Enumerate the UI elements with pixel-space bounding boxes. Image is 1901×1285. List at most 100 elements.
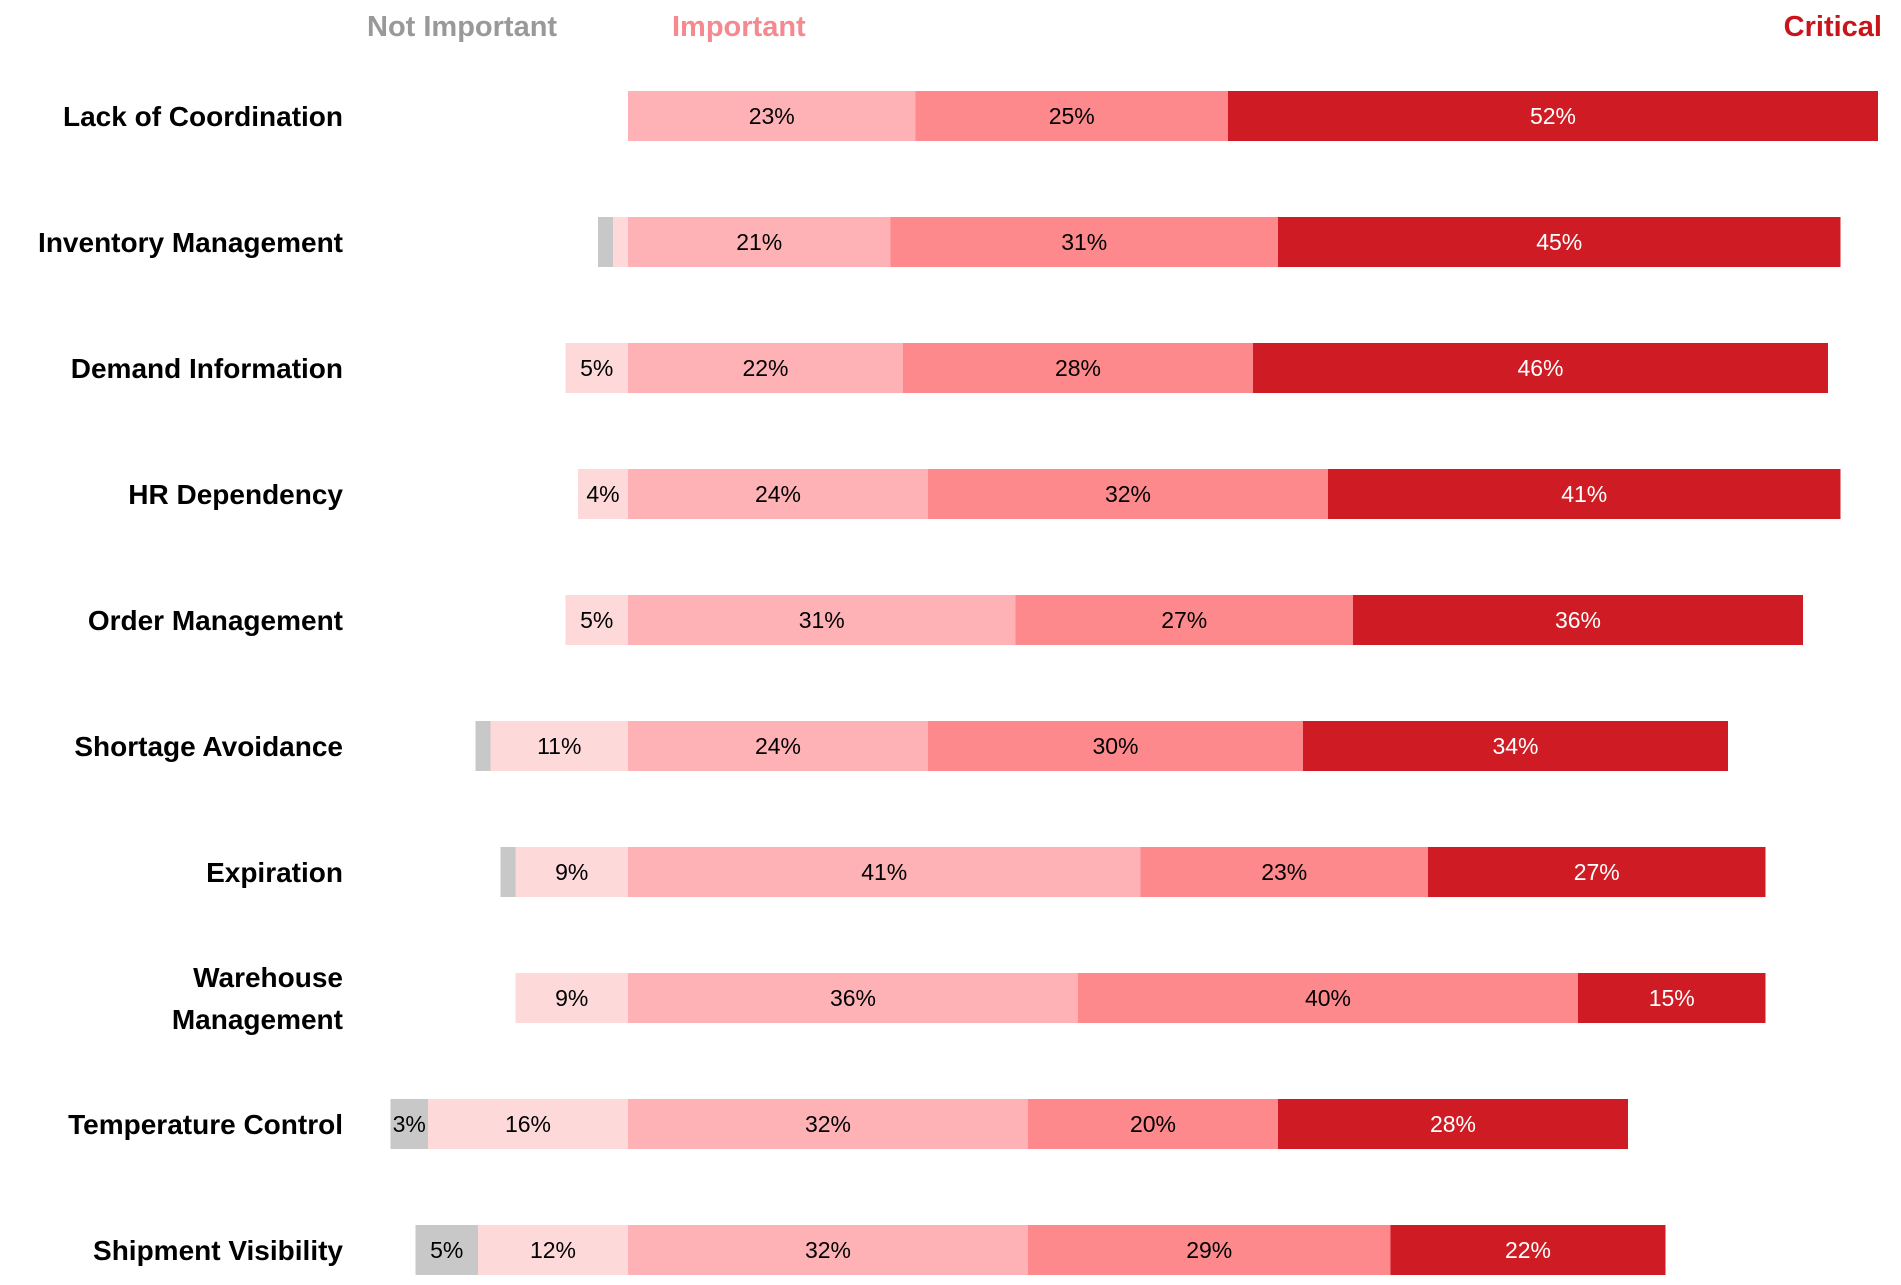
bar-segment: [613, 217, 628, 267]
bar-segment: [1140, 847, 1428, 897]
bar-segment: [565, 595, 628, 645]
value-label: 9%: [555, 859, 588, 885]
category-label: Management: [172, 1004, 343, 1035]
value-label: 20%: [1130, 1111, 1176, 1137]
value-label: 34%: [1492, 733, 1538, 759]
value-label: 52%: [1530, 103, 1576, 129]
legend-header-2: Critical: [1784, 11, 1882, 43]
value-label: 29%: [1186, 1237, 1232, 1263]
bar-segment: [1578, 973, 1766, 1023]
value-label: 45%: [1536, 229, 1582, 255]
category-labels: Lack of Coordination Inventory Management…: [38, 101, 343, 1266]
category-label: Inventory Management: [38, 227, 343, 258]
bar-segment: [500, 847, 516, 897]
value-label: 25%: [1049, 103, 1095, 129]
bar-segment: [490, 721, 628, 771]
bar-segment: [1428, 847, 1766, 897]
value-label: 21%: [736, 229, 782, 255]
bar-segment: [928, 721, 1303, 771]
value-label: 5%: [580, 355, 613, 381]
value-label: 30%: [1092, 733, 1138, 759]
bar-segment: [478, 1225, 628, 1275]
bar-segment: [628, 91, 916, 141]
value-label: 31%: [799, 607, 845, 633]
bar-segment: [915, 91, 1228, 141]
bar-segment: [1303, 721, 1728, 771]
value-label: 31%: [1061, 229, 1107, 255]
value-label: 15%: [1649, 985, 1695, 1011]
bar-segment: [428, 1099, 628, 1149]
value-label: 5%: [430, 1237, 463, 1263]
bar-segments: [390, 91, 1878, 1275]
bar-segment: [628, 343, 903, 393]
bar-segment: [628, 847, 1141, 897]
value-label: 11%: [537, 733, 581, 759]
value-label: 36%: [1555, 607, 1601, 633]
bar-segment: [1028, 1225, 1391, 1275]
value-label: 9%: [555, 985, 588, 1011]
value-label: 22%: [742, 355, 788, 381]
value-label: 41%: [861, 859, 907, 885]
bar-segment: [475, 721, 491, 771]
bar-segment: [1278, 1099, 1628, 1149]
value-label: 32%: [805, 1111, 851, 1137]
value-labels: 23% 25% 52% 21% 31% 45% 5% 22% 28% 46% 4% 24% 32% 41%…: [393, 103, 1695, 1263]
bar-segment: [390, 1099, 428, 1149]
value-label: 28%: [1430, 1111, 1476, 1137]
bar-segment: [903, 343, 1253, 393]
bar-segment: [1353, 595, 1803, 645]
value-label: 24%: [755, 733, 801, 759]
value-label: 12%: [530, 1237, 576, 1263]
value-label: 16%: [505, 1111, 551, 1137]
bar-segment: [890, 217, 1278, 267]
bar-segment: [1328, 469, 1841, 519]
bar-segment: [1078, 973, 1578, 1023]
bar-segment: [628, 1225, 1028, 1275]
value-label: 22%: [1505, 1237, 1551, 1263]
value-label: 28%: [1055, 355, 1101, 381]
legend-header-0: Not Important: [367, 11, 557, 43]
value-label: 27%: [1161, 607, 1207, 633]
bar-segment: [1015, 595, 1353, 645]
bar-segment: [1028, 1099, 1278, 1149]
value-label: 27%: [1574, 859, 1620, 885]
bar-segment: [515, 973, 628, 1023]
bar-segment: [628, 721, 928, 771]
bar-segment: [578, 469, 628, 519]
bar-segment: [628, 469, 928, 519]
value-label: 4%: [586, 481, 619, 507]
category-label: Temperature Control: [68, 1109, 343, 1140]
bar-segment: [565, 343, 628, 393]
category-label: Shipment Visibility: [93, 1235, 343, 1266]
bar-segment: [628, 595, 1016, 645]
value-label: 3%: [393, 1111, 426, 1137]
value-label: 24%: [755, 481, 801, 507]
category-label: Order Management: [88, 605, 343, 636]
value-label: 5%: [580, 607, 613, 633]
value-label: 32%: [805, 1237, 851, 1263]
value-label: 41%: [1561, 481, 1607, 507]
value-label: 40%: [1305, 985, 1351, 1011]
value-label: 46%: [1517, 355, 1563, 381]
value-label: 23%: [749, 103, 795, 129]
value-label: 36%: [830, 985, 876, 1011]
bar-segment: [1228, 91, 1878, 141]
bar-segment: [628, 217, 891, 267]
legend-header-1: Important: [672, 11, 806, 43]
bar-segment: [515, 847, 628, 897]
bar-segment: [928, 469, 1328, 519]
bar-segment: [415, 1225, 478, 1275]
category-label: Expiration: [206, 857, 343, 888]
bar-segment: [1278, 217, 1841, 267]
category-label: Demand Information: [71, 353, 343, 384]
bar-segment: [628, 973, 1078, 1023]
bar-segment: [1253, 343, 1828, 393]
bar-segment: [598, 217, 613, 267]
category-label: Shortage Avoidance: [74, 731, 343, 762]
legend-headers: Not Important Important Critical: [367, 11, 1882, 43]
bar-segment: [1390, 1225, 1666, 1275]
value-label: 32%: [1105, 481, 1151, 507]
category-label: Lack of Coordination: [63, 101, 343, 132]
bar-segment: [628, 1099, 1028, 1149]
